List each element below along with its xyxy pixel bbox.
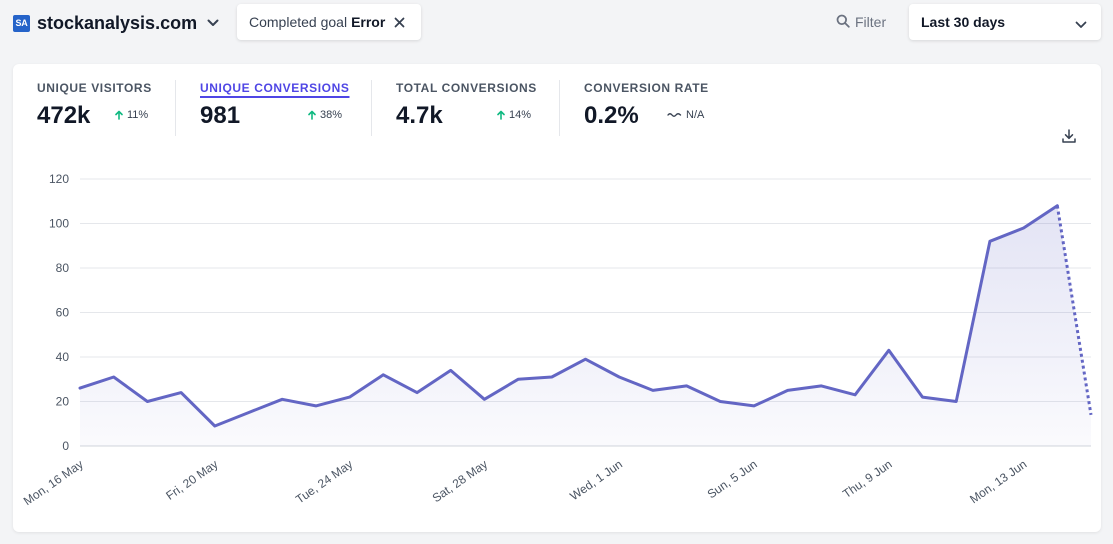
divider [559, 80, 560, 136]
series-line-incomplete [1055, 205, 1093, 416]
stat-change: 38% [308, 109, 342, 121]
arrow-up-icon [308, 110, 316, 120]
stat-change-value: 14% [509, 109, 532, 121]
data-point [482, 397, 486, 401]
stat-change: 14% [497, 109, 531, 121]
data-point [145, 400, 149, 404]
data-point [651, 388, 655, 392]
data-point [78, 386, 82, 390]
chevron-down-icon [207, 19, 219, 27]
series-line [78, 204, 1059, 428]
data-point [314, 404, 318, 408]
divider [175, 80, 176, 136]
x-tick-label: Fri, 20 May [163, 457, 220, 503]
trend-flat-icon [667, 111, 682, 119]
arrow-up-icon [497, 110, 505, 120]
x-tick-label: Tue, 24 May [293, 457, 355, 506]
data-point [1022, 226, 1026, 230]
goal-filter-chip: Completed goal Error [237, 4, 421, 40]
data-point [247, 411, 251, 415]
data-point [887, 348, 891, 352]
data-point [921, 395, 925, 399]
data-point [584, 357, 588, 361]
arrow-up-icon [115, 110, 123, 120]
filter-label: Filter [855, 14, 887, 30]
data-point [1055, 204, 1059, 208]
x-tick-label: Mon, 16 May [21, 457, 86, 508]
stat-value: 0.2% [584, 102, 639, 129]
search-icon [836, 14, 850, 31]
data-point [280, 397, 284, 401]
data-point [786, 388, 790, 392]
data-point [718, 400, 722, 404]
data-point [752, 404, 756, 408]
site-logo: SA [13, 14, 30, 32]
data-point [685, 384, 689, 388]
data-point [449, 368, 453, 372]
stat-value: 4.7k [396, 102, 443, 129]
stat-change: N/A [667, 109, 704, 121]
stat-value: 981 [200, 102, 241, 129]
goal-filter-label: Completed goal [249, 14, 348, 30]
data-point [988, 239, 992, 243]
stat-label: CONVERSION RATE [584, 81, 709, 95]
y-tick-label: 120 [49, 172, 69, 186]
data-point [819, 384, 823, 388]
y-tick-label: 20 [56, 395, 70, 409]
data-point [348, 395, 352, 399]
data-point [381, 373, 385, 377]
goal-filter-value: Error [351, 14, 386, 30]
x-tick-label: Sun, 5 Jun [705, 457, 760, 501]
data-point [550, 375, 554, 379]
x-tick-label: Wed, 1 Jun [567, 457, 625, 503]
y-tick-label: 0 [62, 439, 69, 453]
site-switcher[interactable]: SA stockanalysis.com [13, 10, 219, 36]
y-tick-label: 100 [49, 217, 69, 231]
divider [371, 80, 372, 136]
stat-change-value: 38% [320, 109, 343, 121]
download-icon[interactable] [1061, 128, 1077, 144]
data-point [853, 393, 857, 397]
stat-label: UNIQUE VISITORS [37, 81, 152, 95]
data-point [617, 375, 621, 379]
chevron-down-icon [1075, 16, 1087, 32]
stat-change: 11% [115, 109, 148, 121]
series-area [80, 205, 1091, 446]
data-point [112, 375, 116, 379]
data-point [516, 377, 520, 381]
stat-change-value: N/A [686, 109, 705, 121]
dashboard-card: UNIQUE VISITORS 472k 11% UNIQUE CONVERSI… [13, 64, 1101, 532]
data-point [415, 391, 419, 395]
y-tick-label: 80 [56, 261, 70, 275]
site-name: stockanalysis.com [37, 12, 198, 33]
stat-label: UNIQUE CONVERSIONS [200, 81, 350, 95]
data-point [954, 400, 958, 404]
data-point [1089, 413, 1093, 417]
x-tick-label: Thu, 9 Jun [840, 457, 894, 501]
data-point [179, 391, 183, 395]
conversions-chart: 0 20 40 60 80 100 120 Mon, 16 May Fri, 20 May Tue… [21, 172, 1093, 508]
y-tick-label: 60 [56, 306, 70, 320]
data-point [213, 424, 217, 428]
date-range-select[interactable]: Last 30 days [909, 4, 1101, 40]
filter-button[interactable]: Filter [836, 12, 886, 32]
close-icon[interactable] [394, 17, 405, 28]
x-tick-label: Mon, 13 Jun [967, 457, 1029, 506]
stat-label: TOTAL CONVERSIONS [396, 81, 537, 95]
stat-change-value: 11% [127, 109, 149, 121]
y-tick-label: 40 [56, 350, 70, 364]
stat-value: 472k [37, 102, 91, 129]
date-range-value: Last 30 days [921, 14, 1006, 30]
x-tick-label: Sat, 28 May [430, 457, 490, 505]
